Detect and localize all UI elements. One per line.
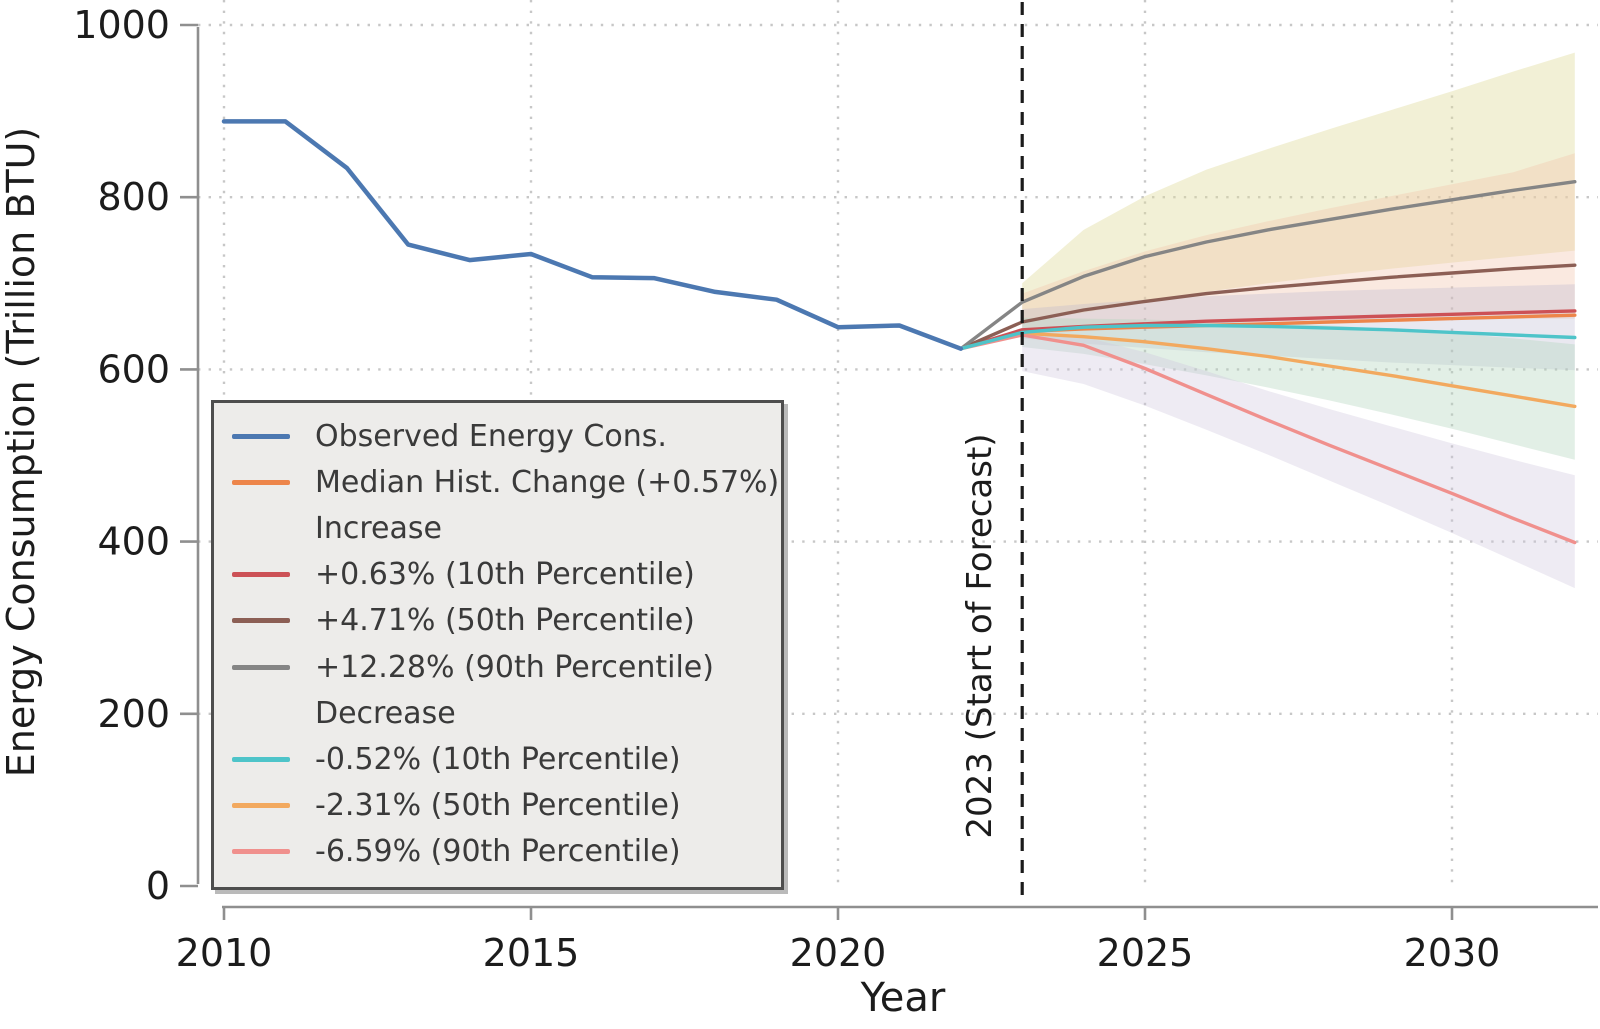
legend-item-dec-90: -6.59% (90th Percentile)	[214, 835, 781, 868]
series-dec-90	[959, 333, 1577, 545]
legend-label-dec-10: -0.52% (10th Percentile)	[315, 741, 681, 777]
series-inc-50	[959, 263, 1577, 351]
legend-label-dec-50: -2.31% (50th Percentile)	[315, 788, 681, 824]
x-tick-label-2015: 2015	[483, 931, 580, 975]
legend: Observed Energy Cons. Median Hist. Change…	[211, 400, 784, 890]
legend-swatch-spacer	[232, 711, 290, 716]
series-observed	[221, 119, 964, 351]
legend-item-dec-10: -0.52% (10th Percentile)	[214, 743, 781, 776]
legend-label-decrease-header: Decrease	[315, 695, 456, 731]
legend-line-dec-90	[232, 849, 290, 855]
legend-label-dec-90: -6.59% (90th Percentile)	[315, 834, 681, 870]
legend-line-dec-50	[232, 803, 290, 809]
band-dec	[1022, 317, 1575, 460]
band-inc-50	[1022, 153, 1575, 332]
legend-item-inc-10: +0.63% (10th Percentile)	[214, 558, 781, 591]
legend-item-observed: Observed Energy Cons.	[214, 420, 781, 453]
legend-label-inc-50: +4.71% (50th Percentile)	[315, 603, 695, 639]
y-tick-label-0: 0	[146, 864, 170, 908]
legend-item-dec-50: -2.31% (50th Percentile)	[214, 789, 781, 822]
tick-labels: 0 200 400 600 800 1000 2010 2015 2020 2025 2030	[73, 3, 1500, 975]
legend-label-inc-90: +12.28% (90th Percentile)	[315, 649, 714, 685]
legend-label-inc-10: +0.63% (10th Percentile)	[315, 557, 695, 593]
legend-line-inc-10	[232, 572, 290, 578]
legend-line-median	[232, 479, 290, 485]
legend-item-median: Median Hist. Change (+0.57%)	[214, 466, 781, 499]
forecast-start-label: 2023 (Start of Forecast)	[960, 433, 1000, 838]
legend-swatch-spacer	[232, 526, 290, 531]
series-inc-90	[959, 179, 1577, 351]
legend-item-inc-90: +12.28% (90th Percentile)	[214, 651, 781, 684]
y-tick-label-800: 800	[97, 175, 170, 219]
legend-item-inc-50: +4.71% (50th Percentile)	[214, 604, 781, 637]
x-tick-label-2010: 2010	[176, 931, 273, 975]
legend-item-decrease-header: Decrease	[214, 697, 781, 730]
y-tick-label-600: 600	[97, 347, 170, 391]
y-tick-label-400: 400	[97, 520, 170, 564]
x-tick-label-2025: 2025	[1097, 931, 1194, 975]
y-tick-label-1000: 1000	[73, 3, 170, 47]
legend-line-observed	[232, 433, 290, 439]
y-tick-label-200: 200	[97, 692, 170, 736]
band-dec-90	[1022, 328, 1575, 589]
legend-line-inc-50	[232, 618, 290, 624]
series-dec-50	[959, 331, 1577, 409]
axes	[180, 23, 1598, 920]
legend-label-observed: Observed Energy Cons.	[315, 418, 667, 454]
legend-line-dec-10	[232, 756, 290, 762]
y-axis-title: Energy Consumption (Trillion BTU)	[0, 127, 43, 778]
legend-label-median: Median Hist. Change (+0.57%)	[315, 464, 780, 500]
x-axis-title: Year	[860, 975, 946, 1021]
x-tick-label-2020: 2020	[790, 931, 887, 975]
legend-label-increase-header: Increase	[315, 510, 442, 546]
x-tick-label-2030: 2030	[1404, 931, 1501, 975]
series-lines	[221, 119, 1577, 545]
legend-line-inc-90	[232, 664, 290, 670]
series-dec-10	[959, 323, 1577, 351]
legend-item-increase-header: Increase	[214, 512, 781, 545]
